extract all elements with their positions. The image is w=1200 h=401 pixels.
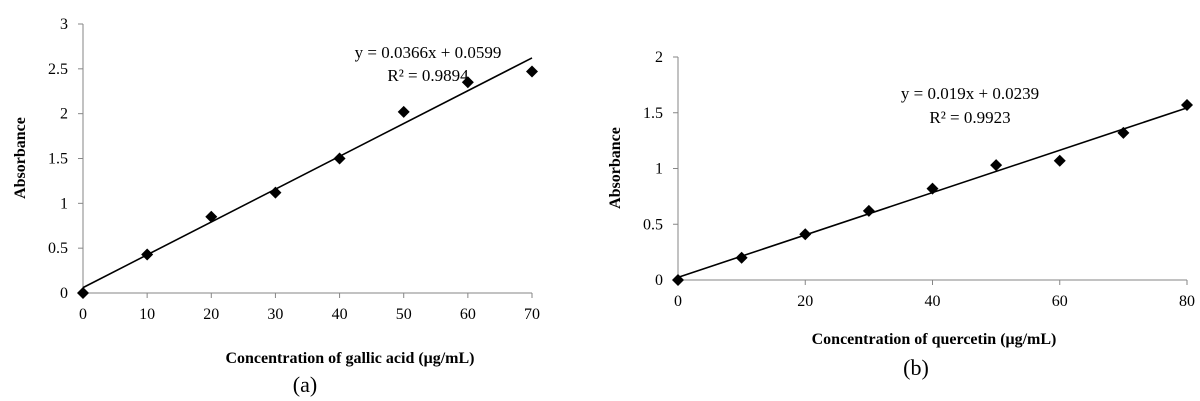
chart-a-x-tick-label: 60 bbox=[460, 306, 476, 323]
chart-b-equation: y = 0.019x + 0.0239 bbox=[901, 84, 1039, 103]
chart-a-trendline bbox=[82, 57, 533, 289]
chart-b-x-tick-label: 60 bbox=[1052, 293, 1068, 310]
chart-a-y-tick-label: 0.5 bbox=[48, 240, 68, 257]
chart-a-data-point bbox=[269, 186, 282, 199]
chart-b-points bbox=[672, 98, 1193, 286]
chart-b-y-axis-title: Absorbance bbox=[607, 127, 624, 209]
chart-a-x-tick-label: 10 bbox=[139, 306, 155, 323]
chart-a-x-axis-title: Concentration of gallic acid (μg/mL) bbox=[225, 350, 474, 367]
chart-a-equation: y = 0.0366x + 0.0599 bbox=[355, 43, 502, 62]
chart-b-y-tick-label: 1 bbox=[655, 161, 663, 178]
chart-b-x-tick-label: 0 bbox=[674, 293, 682, 310]
chart-a-axes: 00.511.522.530 10 20 30 40 50 60 70 bbox=[48, 16, 540, 323]
chart-b-x-tick-label: 20 bbox=[797, 293, 813, 310]
chart-b-data-point bbox=[672, 274, 684, 286]
chart-a: 00.511.522.530 10 20 30 40 50 60 70 y = 0.0366x… bbox=[12, 16, 540, 397]
chart-a-data-point bbox=[397, 105, 410, 118]
chart-a-data-point bbox=[77, 287, 89, 299]
chart-b-data-point bbox=[1181, 98, 1193, 111]
chart-b-y-tick-label: 2 bbox=[655, 49, 663, 66]
chart-b-data-point bbox=[862, 204, 875, 217]
chart-b-data-point bbox=[1053, 154, 1066, 167]
chart-b-axes: 00.511.520 20 40 60 80 bbox=[643, 49, 1195, 310]
chart-b-y-tick-label: 1.5 bbox=[643, 105, 663, 122]
chart-b-panel-label: (b) bbox=[903, 355, 929, 380]
chart-a-y-tick-label: 2 bbox=[60, 106, 68, 123]
chart-a-r2: R² = 0.9894 bbox=[387, 66, 469, 85]
chart-b-x-tick-label: 80 bbox=[1179, 293, 1195, 310]
chart-a-y-tick-label: 0 bbox=[60, 285, 68, 302]
chart-a-x-tick-label: 0 bbox=[79, 306, 87, 323]
chart-b: 00.511.520 20 40 60 80 y = 0.019x + 0.0239 R… bbox=[607, 49, 1195, 380]
chart-a-x-tick-label: 50 bbox=[396, 306, 412, 323]
chart-b-x-axis-title: Concentration of quercetin (μg/mL) bbox=[812, 331, 1057, 348]
chart-a-data-point bbox=[461, 76, 474, 89]
chart-a-data-point bbox=[205, 210, 218, 223]
chart-a-y-tick-label: 1 bbox=[60, 195, 68, 212]
chart-a-y-tick-label: 1.5 bbox=[48, 151, 68, 168]
chart-b-y-tick-label: 0.5 bbox=[643, 216, 663, 233]
chart-a-x-tick-label: 30 bbox=[267, 306, 283, 323]
chart-a-panel-label: (a) bbox=[293, 372, 317, 397]
chart-b-data-point bbox=[926, 182, 939, 195]
chart-b-data-point bbox=[735, 251, 748, 264]
chart-b-data-point bbox=[799, 228, 812, 241]
chart-a-y-tick-label: 3 bbox=[60, 16, 68, 33]
chart-b-data-point bbox=[990, 159, 1003, 172]
chart-a-x-tick-label: 40 bbox=[332, 306, 348, 323]
chart-a-points bbox=[77, 65, 538, 299]
chart-b-r2: R² = 0.9923 bbox=[929, 108, 1010, 127]
chart-a-data-point bbox=[526, 65, 538, 78]
chart-b-x-tick-label: 40 bbox=[925, 293, 941, 310]
chart-a-data-point bbox=[333, 152, 346, 165]
chart-a-y-tick-label: 2.5 bbox=[48, 61, 68, 78]
chart-b-data-point bbox=[1117, 126, 1130, 139]
chart-a-x-tick-label: 20 bbox=[203, 306, 219, 323]
chart-b-y-tick-label: 0 bbox=[655, 272, 663, 289]
chart-a-x-tick-label: 70 bbox=[524, 306, 540, 323]
chart-a-data-point bbox=[141, 248, 154, 261]
chart-a-y-axis-title: Absorbance bbox=[12, 117, 29, 199]
chart-a-trendline-group bbox=[82, 57, 533, 289]
